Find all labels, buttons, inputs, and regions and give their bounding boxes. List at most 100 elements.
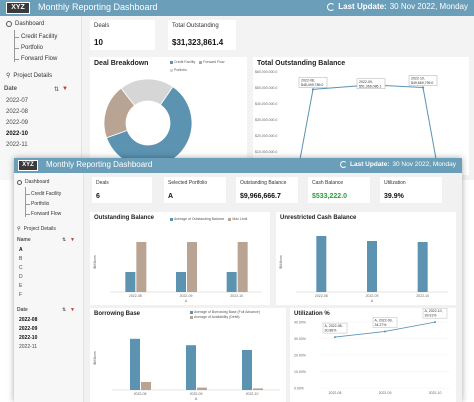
legend-label: Average of Borrowing Base (Full Advance) <box>194 310 260 314</box>
front-date-item-selected[interactable]: 2022-08 <box>19 317 38 323</box>
front-name-item[interactable]: B <box>19 256 23 262</box>
back-deal-breakdown-title: Deal Breakdown <box>94 60 149 67</box>
legend-label: Credit Facility <box>174 60 196 64</box>
front-borrowing-legend: Average of Borrowing Base (Full Advance)… <box>190 310 260 319</box>
back-date-item[interactable]: 2022-09 <box>6 120 29 126</box>
front-name-item[interactable]: D <box>19 274 23 280</box>
back-nav-project-details[interactable]: ⚲ Project Details <box>6 72 52 80</box>
x-tick-label: 2022-09 <box>180 294 193 298</box>
bar <box>125 272 136 292</box>
x-tick-label: 2022-08 <box>329 391 342 395</box>
front-nav-dashboard-label: Dashboard <box>25 179 50 185</box>
legend-item: Average of Borrowing Base (Full Advance) <box>190 310 260 314</box>
front-kpi-card-cash: Cash Balance $533,222.0 <box>308 177 370 203</box>
back-last-update-value: 30 Nov 2022, Monday <box>389 2 468 11</box>
back-outstanding-balance-title: Total Outstanding Balance <box>257 60 346 67</box>
front-nav-forward-flow-label: Forward Flow <box>31 211 62 217</box>
front-date-item-selected[interactable]: 2022-09 <box>19 326 38 332</box>
clear-filter-icon[interactable]: ▼ <box>62 86 68 92</box>
front-name-item[interactable]: E <box>19 283 23 289</box>
front-nav-forward-flow[interactable]: Forward Flow <box>31 211 61 217</box>
front-nav-project-details-label: Project Details <box>23 226 56 232</box>
back-deals-value: 10 <box>94 38 103 47</box>
refresh-icon[interactable] <box>327 2 336 11</box>
donut-chart <box>103 78 193 168</box>
sort-icon[interactable]: ⇅ <box>62 237 67 243</box>
back-date-item[interactable]: 2022-11 <box>6 142 28 148</box>
x-tick-label: 2022-09 <box>190 392 203 396</box>
legend-label: Average of Availability (Debit) <box>194 315 240 319</box>
back-nav-portfolio-label: Portfolio <box>21 45 44 51</box>
front-nav-tree-tick <box>25 204 30 205</box>
y-tick-label: $10,000,000.0 <box>255 150 277 154</box>
back-date-item[interactable]: 2022-08 <box>6 109 29 115</box>
back-nav-tree-tick <box>14 48 19 49</box>
front-name-item[interactable]: C <box>19 265 23 271</box>
front-last-update-value: 30 Nov 2022, Monday <box>392 161 456 168</box>
clear-filter-icon[interactable]: ▼ <box>70 307 75 313</box>
data-point <box>311 88 315 91</box>
callout-month: 2022-09, <box>359 80 373 84</box>
front-unrestricted-cash-title: Unrestricted Cash Balance <box>280 215 357 221</box>
back-dashboard-window: XYZ Monthly Reporting Dashboard Last Upd… <box>0 0 474 180</box>
x-tick-label: 2022-10 <box>230 294 243 298</box>
borrowing-base-bar-chart: $Millions 2022-08 2022-09 2022-10 A <box>93 338 280 401</box>
y-tick-label: $50,000,000.0 <box>255 86 277 90</box>
back-last-update: Last Update: 30 Nov 2022, Monday <box>327 2 468 11</box>
kpi-label: Cash Balance <box>312 180 344 186</box>
bar <box>253 388 263 390</box>
back-total-outstanding-value: $31,323,861.4 <box>172 38 224 47</box>
back-deal-breakdown-panel: Deal Breakdown Credit Facility Forward F… <box>90 57 247 175</box>
back-date-item-selected[interactable]: 2022-10 <box>6 131 29 137</box>
front-nav-credit-facility-label: Credit Facility <box>31 191 62 197</box>
front-name-item[interactable]: F <box>19 292 23 298</box>
legend-label: Portfolio <box>174 68 187 72</box>
back-nav-credit-facility[interactable]: Credit Facility <box>21 34 57 40</box>
front-outstanding-legend: Average of Outstanding Balance Max Limit <box>170 217 247 221</box>
callout-value: 39.91% <box>425 314 437 318</box>
sort-icon[interactable]: ⇅ <box>62 307 67 313</box>
data-point <box>421 86 425 89</box>
back-header-bar: XYZ Monthly Reporting Dashboard Last Upd… <box>0 0 474 16</box>
legend-label: Average of Outstanding Balance <box>174 217 225 221</box>
front-sidebar: Dashboard Credit Facility Portfolio Forw… <box>14 173 84 402</box>
legend-item: Average of Availability (Debit) <box>190 315 260 319</box>
front-last-update-label: Last Update: <box>350 161 390 168</box>
front-header-bar: XYZ Monthly Reporting Dashboard Last Upd… <box>14 158 462 173</box>
y-tick-label: 30.00% <box>294 337 306 341</box>
y-tick-label: $20,000,000.0 <box>255 134 277 138</box>
back-nav-portfolio[interactable]: Portfolio <box>21 45 43 51</box>
front-unrestricted-cash-panel: Unrestricted Cash Balance $Millions 2022-… <box>276 212 456 305</box>
bar <box>141 382 151 390</box>
front-nav-dashboard[interactable]: Dashboard <box>17 179 49 185</box>
back-nav-credit-facility-label: Credit Facility <box>21 34 58 40</box>
back-date-item[interactable]: 2022-07 <box>6 98 29 104</box>
front-nav-project-details[interactable]: ⚲ Project Details <box>17 226 56 232</box>
front-date-header: Date <box>17 307 28 313</box>
bar <box>367 241 377 292</box>
front-date-item-selected[interactable]: 2022-10 <box>19 335 38 341</box>
x-tick-label: 2022-08 <box>129 294 142 298</box>
front-nav-portfolio[interactable]: Portfolio <box>31 201 49 207</box>
bar <box>187 242 197 292</box>
x-tick-label: 2022-09 <box>366 294 379 298</box>
back-nav-forward-flow[interactable]: Forward Flow <box>21 56 57 62</box>
y-axis-label: $Millions <box>93 255 97 269</box>
front-nav-credit-facility[interactable]: Credit Facility <box>31 191 61 197</box>
x-tick-label: 2022-10 <box>246 392 259 396</box>
callout-month: A, 2022-09, <box>375 318 393 322</box>
refresh-icon[interactable] <box>340 161 348 168</box>
front-date-item[interactable]: 2022-11 <box>19 344 37 350</box>
callout-box <box>298 77 328 88</box>
unrestricted-cash-bar-chart: $Millions 2022-08 2022-09 2022-10 A <box>279 236 448 303</box>
legend-item: Average of Outstanding Balance <box>170 217 224 221</box>
front-outstanding-balance-panel: Outstanding Balance Average of Outstandi… <box>90 212 270 305</box>
front-kpi-card-portfolio: Selected Portfolio A <box>164 177 226 203</box>
sort-icon[interactable]: ⇅ <box>54 87 60 93</box>
legend-label: Max Limit <box>232 217 248 221</box>
clear-filter-icon[interactable]: ▼ <box>70 237 75 243</box>
back-nav-dashboard[interactable]: Dashboard <box>6 21 44 27</box>
data-point <box>384 330 386 333</box>
y-tick-label: 20.00% <box>294 354 306 358</box>
front-name-item-selected[interactable]: A <box>19 247 23 253</box>
